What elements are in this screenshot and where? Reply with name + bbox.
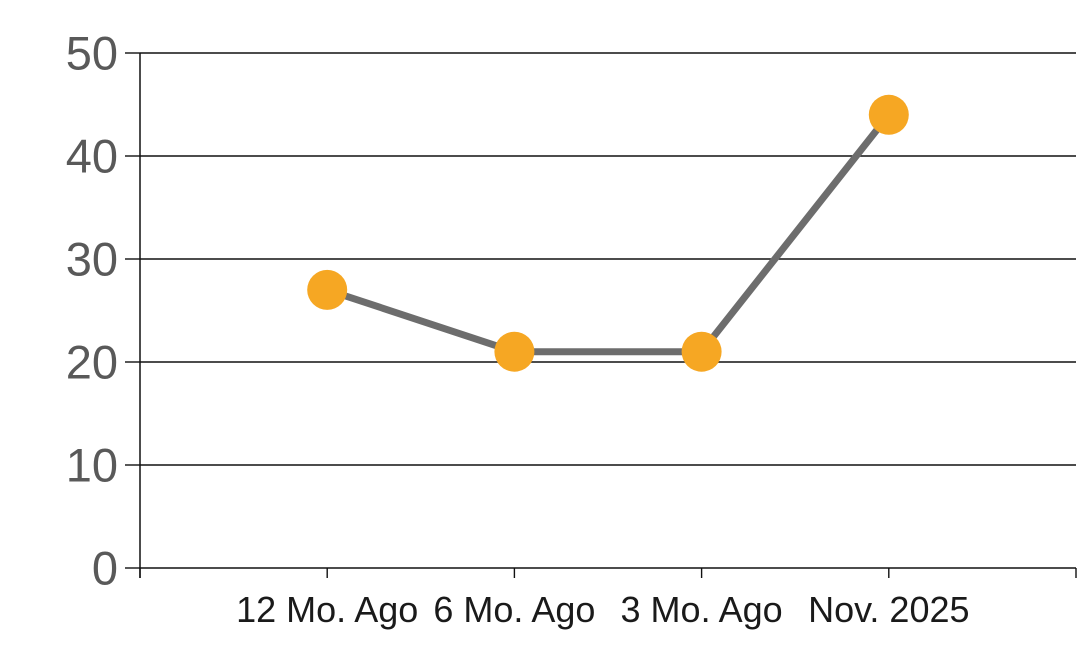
data-point-marker <box>307 269 348 310</box>
series-line <box>323 111 893 356</box>
x-tick-label: 3 Mo. Ago <box>621 589 783 630</box>
data-point-marker <box>868 94 909 135</box>
x-tick-label: 12 Mo. Ago <box>236 589 418 630</box>
y-tick-label: 40 <box>66 129 118 182</box>
data-point-marker <box>494 331 535 372</box>
y-tick-label: 50 <box>66 26 118 79</box>
y-tick-label: 30 <box>66 232 118 285</box>
y-tick-label: 10 <box>66 438 118 491</box>
x-tick-label: Nov. 2025 <box>808 589 969 630</box>
y-tick-label: 20 <box>66 335 118 388</box>
x-tick-label: 6 Mo. Ago <box>433 589 595 630</box>
y-tick-label: 0 <box>92 541 118 594</box>
data-point-marker <box>681 331 722 372</box>
